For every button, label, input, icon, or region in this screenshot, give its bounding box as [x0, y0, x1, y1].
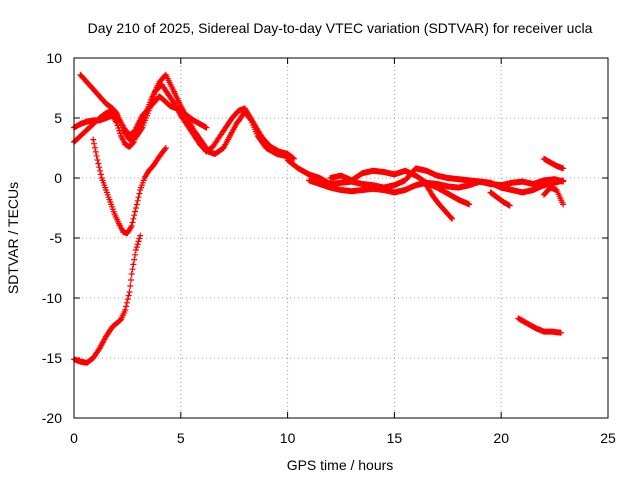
data-point: [96, 164, 103, 171]
data-point: [125, 292, 132, 299]
data-point: [151, 91, 158, 98]
data-point: [136, 235, 143, 242]
data-point: [129, 266, 136, 273]
y-tick-label: -20: [42, 410, 62, 426]
y-tick-label: 10: [46, 50, 62, 66]
data-point: [97, 167, 104, 174]
y-axis-label: SDTVAR / TECUs: [5, 182, 21, 294]
data-point: [137, 232, 144, 239]
x-tick-label: 10: [280, 430, 296, 446]
data-point: [122, 307, 129, 313]
x-tick-label: 15: [387, 430, 403, 446]
data-point: [130, 261, 137, 268]
data-point: [291, 155, 298, 162]
data-point: [558, 329, 565, 336]
data-point: [149, 96, 156, 103]
data-point: [138, 125, 145, 132]
data-point: [91, 140, 98, 147]
data-point: [95, 160, 102, 167]
data-point: [135, 194, 142, 201]
x-tick-label: 0: [70, 430, 78, 446]
data-point: [136, 190, 143, 197]
data-point: [128, 223, 135, 229]
series-arc-8: [327, 167, 473, 208]
data-point: [147, 102, 154, 109]
series-arc-10: [487, 189, 513, 209]
data-point: [124, 296, 131, 303]
series-arc-4: [90, 136, 169, 237]
data-point: [123, 303, 130, 310]
data-point: [449, 215, 456, 222]
series-arc-9: [423, 182, 456, 222]
y-tick-label: 5: [54, 110, 62, 126]
data-point: [132, 251, 139, 258]
data-point: [161, 146, 168, 153]
data-point: [132, 205, 139, 211]
data-point: [448, 214, 455, 221]
ticks: 0 5 10 15 20 25 -20 -15 -10 -5 0 5 10: [42, 50, 616, 446]
data-point: [132, 208, 139, 215]
series-arc-11: [540, 155, 567, 172]
data-point: [203, 124, 210, 131]
data-point: [126, 289, 133, 295]
data-point: [129, 219, 136, 226]
data-point: [92, 148, 99, 155]
data-point: [132, 247, 139, 253]
data-point: [466, 201, 473, 208]
data-point: [91, 144, 98, 151]
data-point: [127, 277, 134, 283]
data-point: [94, 157, 101, 163]
data-point: [560, 201, 567, 208]
data-point: [112, 109, 119, 116]
data-point: [145, 107, 152, 114]
data-point: [131, 212, 138, 219]
grid: [74, 58, 608, 418]
data-point: [133, 244, 140, 251]
data-point: [128, 271, 135, 277]
data-point: [90, 136, 97, 143]
data-point: [560, 177, 567, 184]
data-point: [146, 105, 153, 112]
x-tick-label: 25: [600, 430, 616, 446]
data-point: [123, 299, 130, 306]
data-point: [162, 145, 169, 151]
series-arc-5: [71, 232, 144, 366]
data-point: [127, 283, 134, 289]
series-arc-12: [540, 184, 567, 208]
data-point: [560, 165, 567, 172]
data-point: [506, 202, 513, 209]
data-point: [170, 99, 177, 106]
series-arc-13: [515, 315, 565, 336]
y-tick-label: -5: [50, 230, 63, 246]
y-tick-label: -15: [42, 350, 62, 366]
data-point: [117, 130, 124, 137]
chart-title: Day 210 of 2025, Sidereal Day-to-day VTE…: [88, 20, 593, 36]
data-point: [134, 197, 141, 204]
x-axis-label: GPS time / hours: [287, 457, 394, 473]
data-point: [150, 94, 157, 101]
y-tick-label: -10: [42, 290, 62, 306]
data-point: [130, 215, 137, 222]
data-point: [134, 241, 141, 248]
data-points: [71, 71, 567, 366]
data-point: [97, 171, 104, 178]
x-tick-label: 20: [493, 430, 509, 446]
x-tick-label: 5: [177, 430, 185, 446]
series-arc-3: [77, 71, 298, 162]
data-point: [93, 152, 100, 159]
data-point: [133, 201, 140, 208]
data-point: [148, 99, 155, 106]
data-point: [135, 238, 142, 245]
data-point: [131, 256, 138, 263]
plot-border: [73, 57, 609, 419]
y-tick-label: 0: [54, 170, 62, 186]
